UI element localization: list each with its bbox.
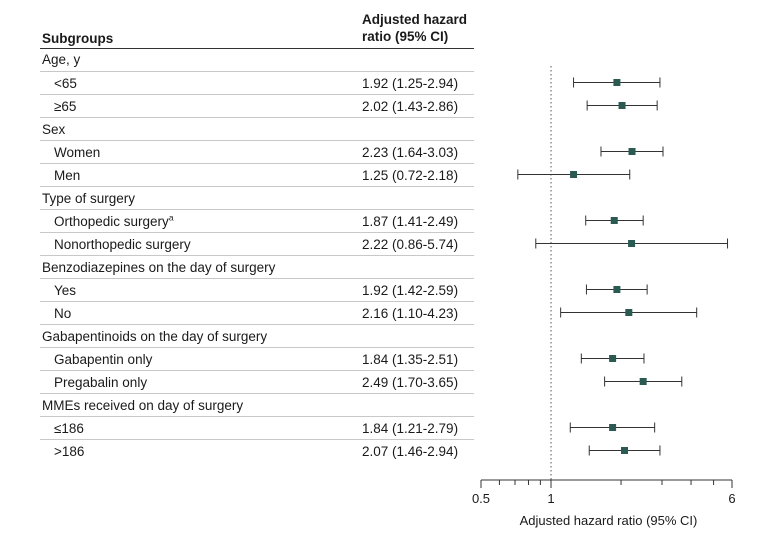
subgroup-row: Gabapentin only 1.84 (1.35-2.51) (40, 347, 474, 370)
group-label: Sex (42, 122, 66, 137)
point-estimate-marker (628, 148, 636, 155)
hazard-ratio-value: 1.25 (0.72-2.18) (362, 168, 459, 183)
subgroup-label: >186 (54, 444, 85, 459)
x-tick-label: 1 (547, 491, 554, 506)
header-divider (40, 48, 474, 49)
x-axis-title: Adjusted hazard ratio (95% CI) (520, 513, 698, 528)
hazard-ratio-header-line1: Adjusted hazard (362, 12, 468, 27)
subgroup-label: ≥65 (54, 99, 77, 114)
subgroup-row: Nonorthopedic surgery 2.22 (0.86-5.74) (40, 232, 474, 255)
point-estimate-marker (610, 217, 618, 224)
group-label: Benzodiazepines on the day of surgery (42, 260, 276, 275)
subgroup-label: Yes (54, 283, 77, 298)
group-label: MMEs received on day of surgery (42, 398, 244, 413)
hazard-ratio-value: 1.92 (1.42-2.59) (362, 283, 459, 298)
hazard-ratio-value: 2.49 (1.70-3.65) (362, 375, 459, 390)
subgroup-row: Yes 1.92 (1.42-2.59) (40, 278, 474, 301)
subgroup-label: ≤186 (54, 421, 84, 436)
subgroup-heading-row: Type of surgery (40, 186, 474, 209)
point-estimate-marker (613, 286, 621, 293)
subgroup-heading-row: Gabapentinoids on the day of surgery (40, 324, 474, 347)
subgroup-heading-row: Sex (40, 117, 474, 140)
point-estimate-marker (609, 424, 617, 431)
point-estimate-marker (625, 309, 633, 316)
hazard-ratio-value: 1.92 (1.25-2.94) (362, 76, 459, 91)
x-tick-label: 0.5 (472, 491, 490, 506)
hazard-ratio-value: 1.84 (1.21-2.79) (362, 421, 459, 436)
hazard-ratio-value: 2.16 (1.10-4.23) (362, 306, 459, 321)
hazard-ratio-value: 2.23 (1.64-3.03) (362, 145, 459, 160)
point-estimate-marker (609, 355, 617, 362)
subgroup-row: Orthopedic surgerya 1.87 (1.41-2.49) (40, 209, 474, 232)
subgroup-label: <65 (54, 76, 77, 91)
subgroup-row: Men 1.25 (0.72-2.18) (40, 163, 474, 186)
hazard-ratio-value: 2.22 (0.86-5.74) (362, 237, 459, 252)
hazard-ratio-value: 1.87 (1.41-2.49) (362, 214, 459, 229)
subgroup-row: Pregabalin only 2.49 (1.70-3.65) (40, 370, 474, 393)
subgroup-label: Gabapentin only (54, 352, 153, 367)
subgroup-row: >186 2.07 (1.46-2.94) (40, 439, 474, 462)
point-estimate-marker (628, 240, 636, 247)
subgroup-row: No 2.16 (1.10-4.23) (40, 301, 474, 324)
group-label: Age, y (42, 52, 81, 67)
subgroup-label: No (54, 306, 72, 321)
point-estimate-marker (618, 102, 626, 109)
hazard-ratio-header: Adjusted hazard ratio (95% CI) (362, 11, 467, 45)
point-estimate-marker (613, 79, 621, 86)
subgroup-row: ≤186 1.84 (1.21-2.79) (40, 416, 474, 439)
footnote-marker: a (168, 212, 174, 223)
subgroup-row: <65 1.92 (1.25-2.94) (40, 71, 474, 94)
hazard-ratio-value: 1.84 (1.35-2.51) (362, 352, 459, 367)
group-label: Type of surgery (42, 191, 136, 206)
point-estimate-marker (621, 447, 629, 454)
subgroup-row: Women 2.23 (1.64-3.03) (40, 140, 474, 163)
subgroup-label: Pregabalin only (54, 375, 148, 390)
subgroup-label: Orthopedic surgerya (54, 212, 174, 229)
subgroups-header: Subgroups (42, 31, 114, 46)
hazard-ratio-header-line2: ratio (95% CI) (362, 29, 449, 44)
subgroup-heading-row: Age, y (40, 48, 474, 71)
subgroup-label: Men (54, 168, 81, 183)
subgroup-row: ≥65 2.02 (1.43-2.86) (40, 94, 474, 117)
x-tick-label: 6 (728, 491, 735, 506)
group-label: Gabapentinoids on the day of surgery (42, 329, 268, 344)
subgroup-heading-row: MMEs received on day of surgery (40, 393, 474, 416)
subgroup-heading-row: Benzodiazepines on the day of surgery (40, 255, 474, 278)
hazard-ratio-value: 2.02 (1.43-2.86) (362, 99, 459, 114)
point-estimate-marker (570, 171, 578, 178)
subgroup-label: Nonorthopedic surgery (54, 237, 191, 252)
hazard-ratio-value: 2.07 (1.46-2.94) (362, 444, 459, 459)
point-estimate-marker (639, 378, 647, 385)
subgroup-label: Women (54, 145, 101, 160)
